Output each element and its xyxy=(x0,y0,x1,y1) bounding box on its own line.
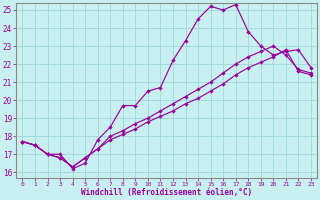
X-axis label: Windchill (Refroidissement éolien,°C): Windchill (Refroidissement éolien,°C) xyxy=(81,188,252,197)
